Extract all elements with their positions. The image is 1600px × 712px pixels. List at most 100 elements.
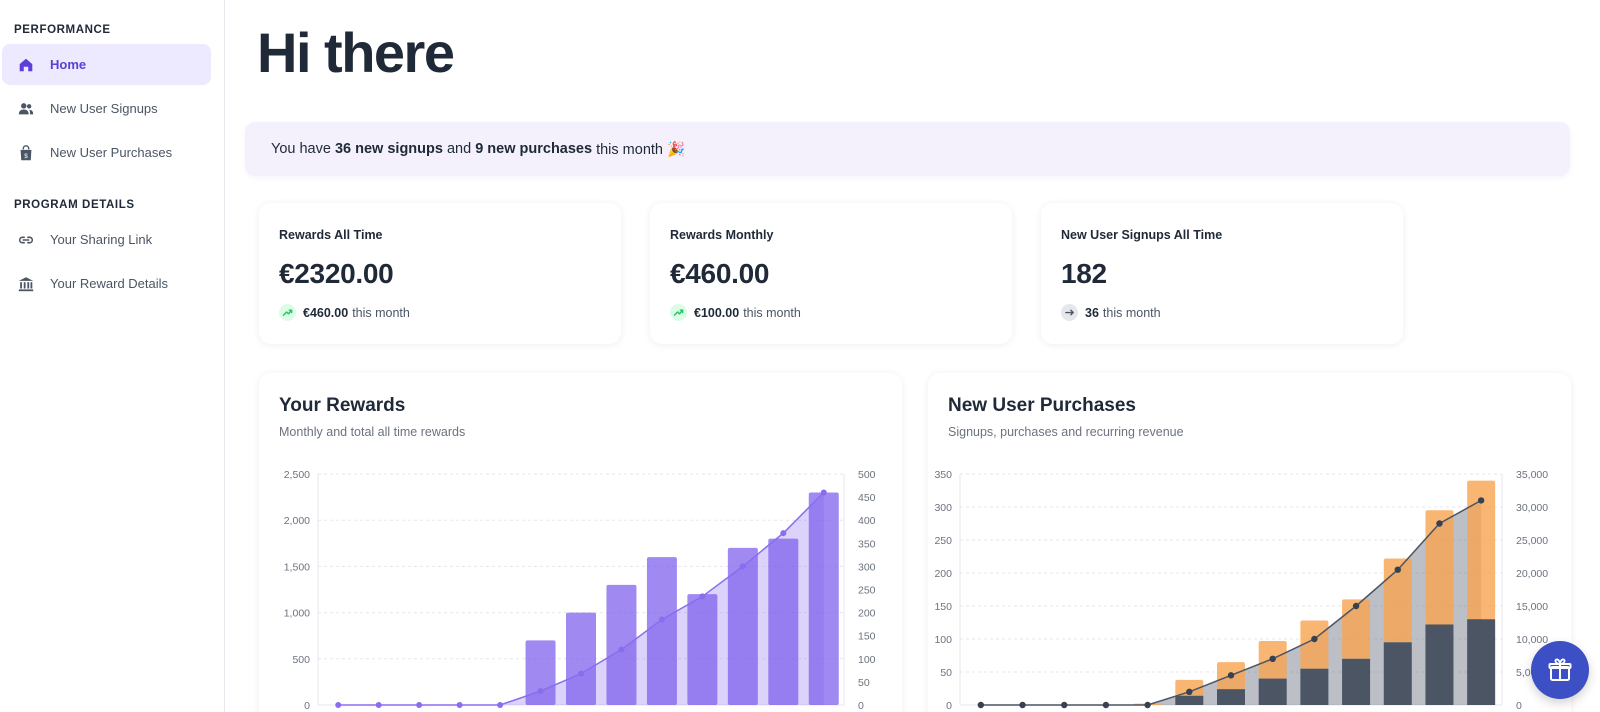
sidebar-item-label: New User Purchases (50, 145, 173, 160)
sidebar-item-your-sharing-link[interactable]: Your Sharing Link (2, 219, 211, 260)
purchases-chart: 05010015020025030035005,00010,00015,0002… (934, 469, 1548, 712)
chart-title: Your Rewards (279, 395, 406, 416)
sidebar-item-home[interactable]: Home (2, 44, 211, 85)
stat-card-rewards-monthly: Rewards Monthly €460.00 €100.00 this mon… (650, 203, 1012, 344)
y-right-tick-label: 200 (858, 608, 876, 620)
chart-title: New User Purchases (948, 395, 1136, 416)
y-right-tick-label: 25,000 (1516, 535, 1548, 547)
section-title-performance: PERFORMANCE (14, 24, 111, 36)
data-point (658, 616, 665, 623)
y-left-tick-label: 2,000 (284, 515, 310, 527)
banner-purchases: 9 new purchases (475, 141, 593, 157)
stat-card-rewards-all-time: Rewards All Time €2320.00 €460.00 this m… (259, 203, 621, 344)
stat-delta-suffix: this month (743, 305, 801, 320)
bar-segment-dark (1342, 658, 1371, 705)
bar-segment-dark (1258, 678, 1287, 705)
banner-middle: and (442, 141, 476, 157)
y-left-tick-label: 300 (934, 502, 952, 514)
gift-icon (1546, 656, 1574, 684)
stat-label: Rewards All Time (279, 228, 383, 242)
y-right-tick-label: 50 (858, 677, 870, 689)
data-point (739, 563, 746, 570)
y-left-tick-label: 2,500 (284, 469, 310, 481)
bar-segment-dark (1467, 619, 1496, 705)
bar-segment-dark (1300, 668, 1329, 705)
data-point (1144, 701, 1151, 709)
users-icon (16, 99, 36, 119)
data-point (1477, 497, 1485, 504)
stat-delta-suffix: this month (352, 305, 410, 320)
chart-subtitle: Monthly and total all time rewards (279, 425, 466, 439)
data-point (335, 702, 342, 708)
home-icon (16, 55, 36, 75)
data-point (1102, 701, 1110, 709)
y-right-tick-label: 30,000 (1516, 502, 1548, 514)
data-point (1061, 701, 1068, 709)
bar (808, 492, 839, 705)
stat-delta: 36 this month (1061, 304, 1383, 321)
sidebar-item-your-reward-details[interactable]: Your Reward Details (2, 263, 211, 304)
y-right-tick-label: 150 (858, 631, 876, 643)
sidebar-item-label: Your Sharing Link (50, 232, 153, 247)
y-left-tick-label: 350 (934, 469, 952, 481)
stat-delta-value: €460.00 (303, 305, 349, 320)
y-right-tick-label: 450 (858, 492, 876, 504)
arrow-right-icon (1061, 304, 1078, 321)
data-point (618, 646, 625, 653)
sidebar-item-new-user-signups[interactable]: New User Signups (2, 88, 211, 129)
sidebar-item-label: Home (50, 57, 87, 72)
data-point (1394, 566, 1401, 573)
data-point (1352, 602, 1360, 610)
data-point (780, 530, 787, 537)
data-point (578, 670, 584, 677)
banner-signups: 36 new signups (334, 141, 443, 157)
bar-segment-dark (1425, 624, 1454, 705)
y-right-tick-label: 300 (858, 561, 876, 573)
stat-value: €460.00 (670, 258, 770, 289)
y-left-tick-label: 250 (934, 535, 952, 547)
y-right-tick-label: 0 (858, 700, 864, 712)
bar-segment-dark (1383, 642, 1412, 705)
y-right-tick-label: 400 (858, 515, 876, 527)
data-point (416, 702, 423, 708)
stat-label: New User Signups All Time (1061, 228, 1223, 242)
bar-segment-dark (1175, 695, 1204, 705)
y-left-tick-label: 50 (940, 667, 952, 679)
data-point (699, 593, 706, 600)
data-point (977, 701, 985, 709)
data-point (1269, 655, 1276, 662)
stat-value: €2320.00 (279, 258, 394, 289)
y-left-tick-label: 1,500 (284, 561, 310, 573)
chart-card-new-user-purchases: New User Purchases Signups, purchases an… (928, 373, 1571, 712)
sidebar-item-label: New User Signups (50, 101, 158, 116)
sidebar: PERFORMANCE Home New User Signups $ New … (0, 0, 225, 712)
link-icon (16, 230, 36, 250)
data-point (375, 702, 382, 708)
sidebar-item-new-user-purchases[interactable]: $ New User Purchases (2, 132, 211, 173)
y-right-tick-label: 250 (858, 585, 876, 597)
stat-value: 182 (1061, 258, 1107, 289)
data-point (1227, 672, 1235, 679)
y-right-tick-label: 15,000 (1516, 601, 1548, 613)
bar (727, 547, 758, 705)
summary-banner: You have 36 new signups and 9 new purcha… (245, 122, 1570, 176)
bar (768, 538, 799, 705)
data-point (1311, 635, 1318, 643)
stat-delta: €460.00 this month (279, 304, 601, 321)
shopping-bag-icon: $ (16, 143, 36, 163)
bar-segment-orange (1342, 599, 1371, 659)
data-point (1019, 701, 1026, 709)
stat-label: Rewards Monthly (670, 228, 774, 242)
y-left-tick-label: 500 (292, 654, 310, 666)
data-point (1436, 520, 1443, 527)
bank-icon (16, 274, 36, 294)
bar (687, 594, 718, 705)
rewards-gift-button[interactable] (1531, 641, 1589, 699)
y-left-tick-label: 0 (304, 700, 310, 712)
bar-segment-orange (1300, 620, 1329, 669)
trending-up-icon (670, 304, 687, 321)
trending-up-icon (279, 304, 296, 321)
section-title-program-details: PROGRAM DETAILS (14, 199, 135, 211)
bar-segment-dark (1217, 689, 1245, 705)
stat-card-new-user-signups: New User Signups All Time 182 36 this mo… (1041, 203, 1403, 344)
